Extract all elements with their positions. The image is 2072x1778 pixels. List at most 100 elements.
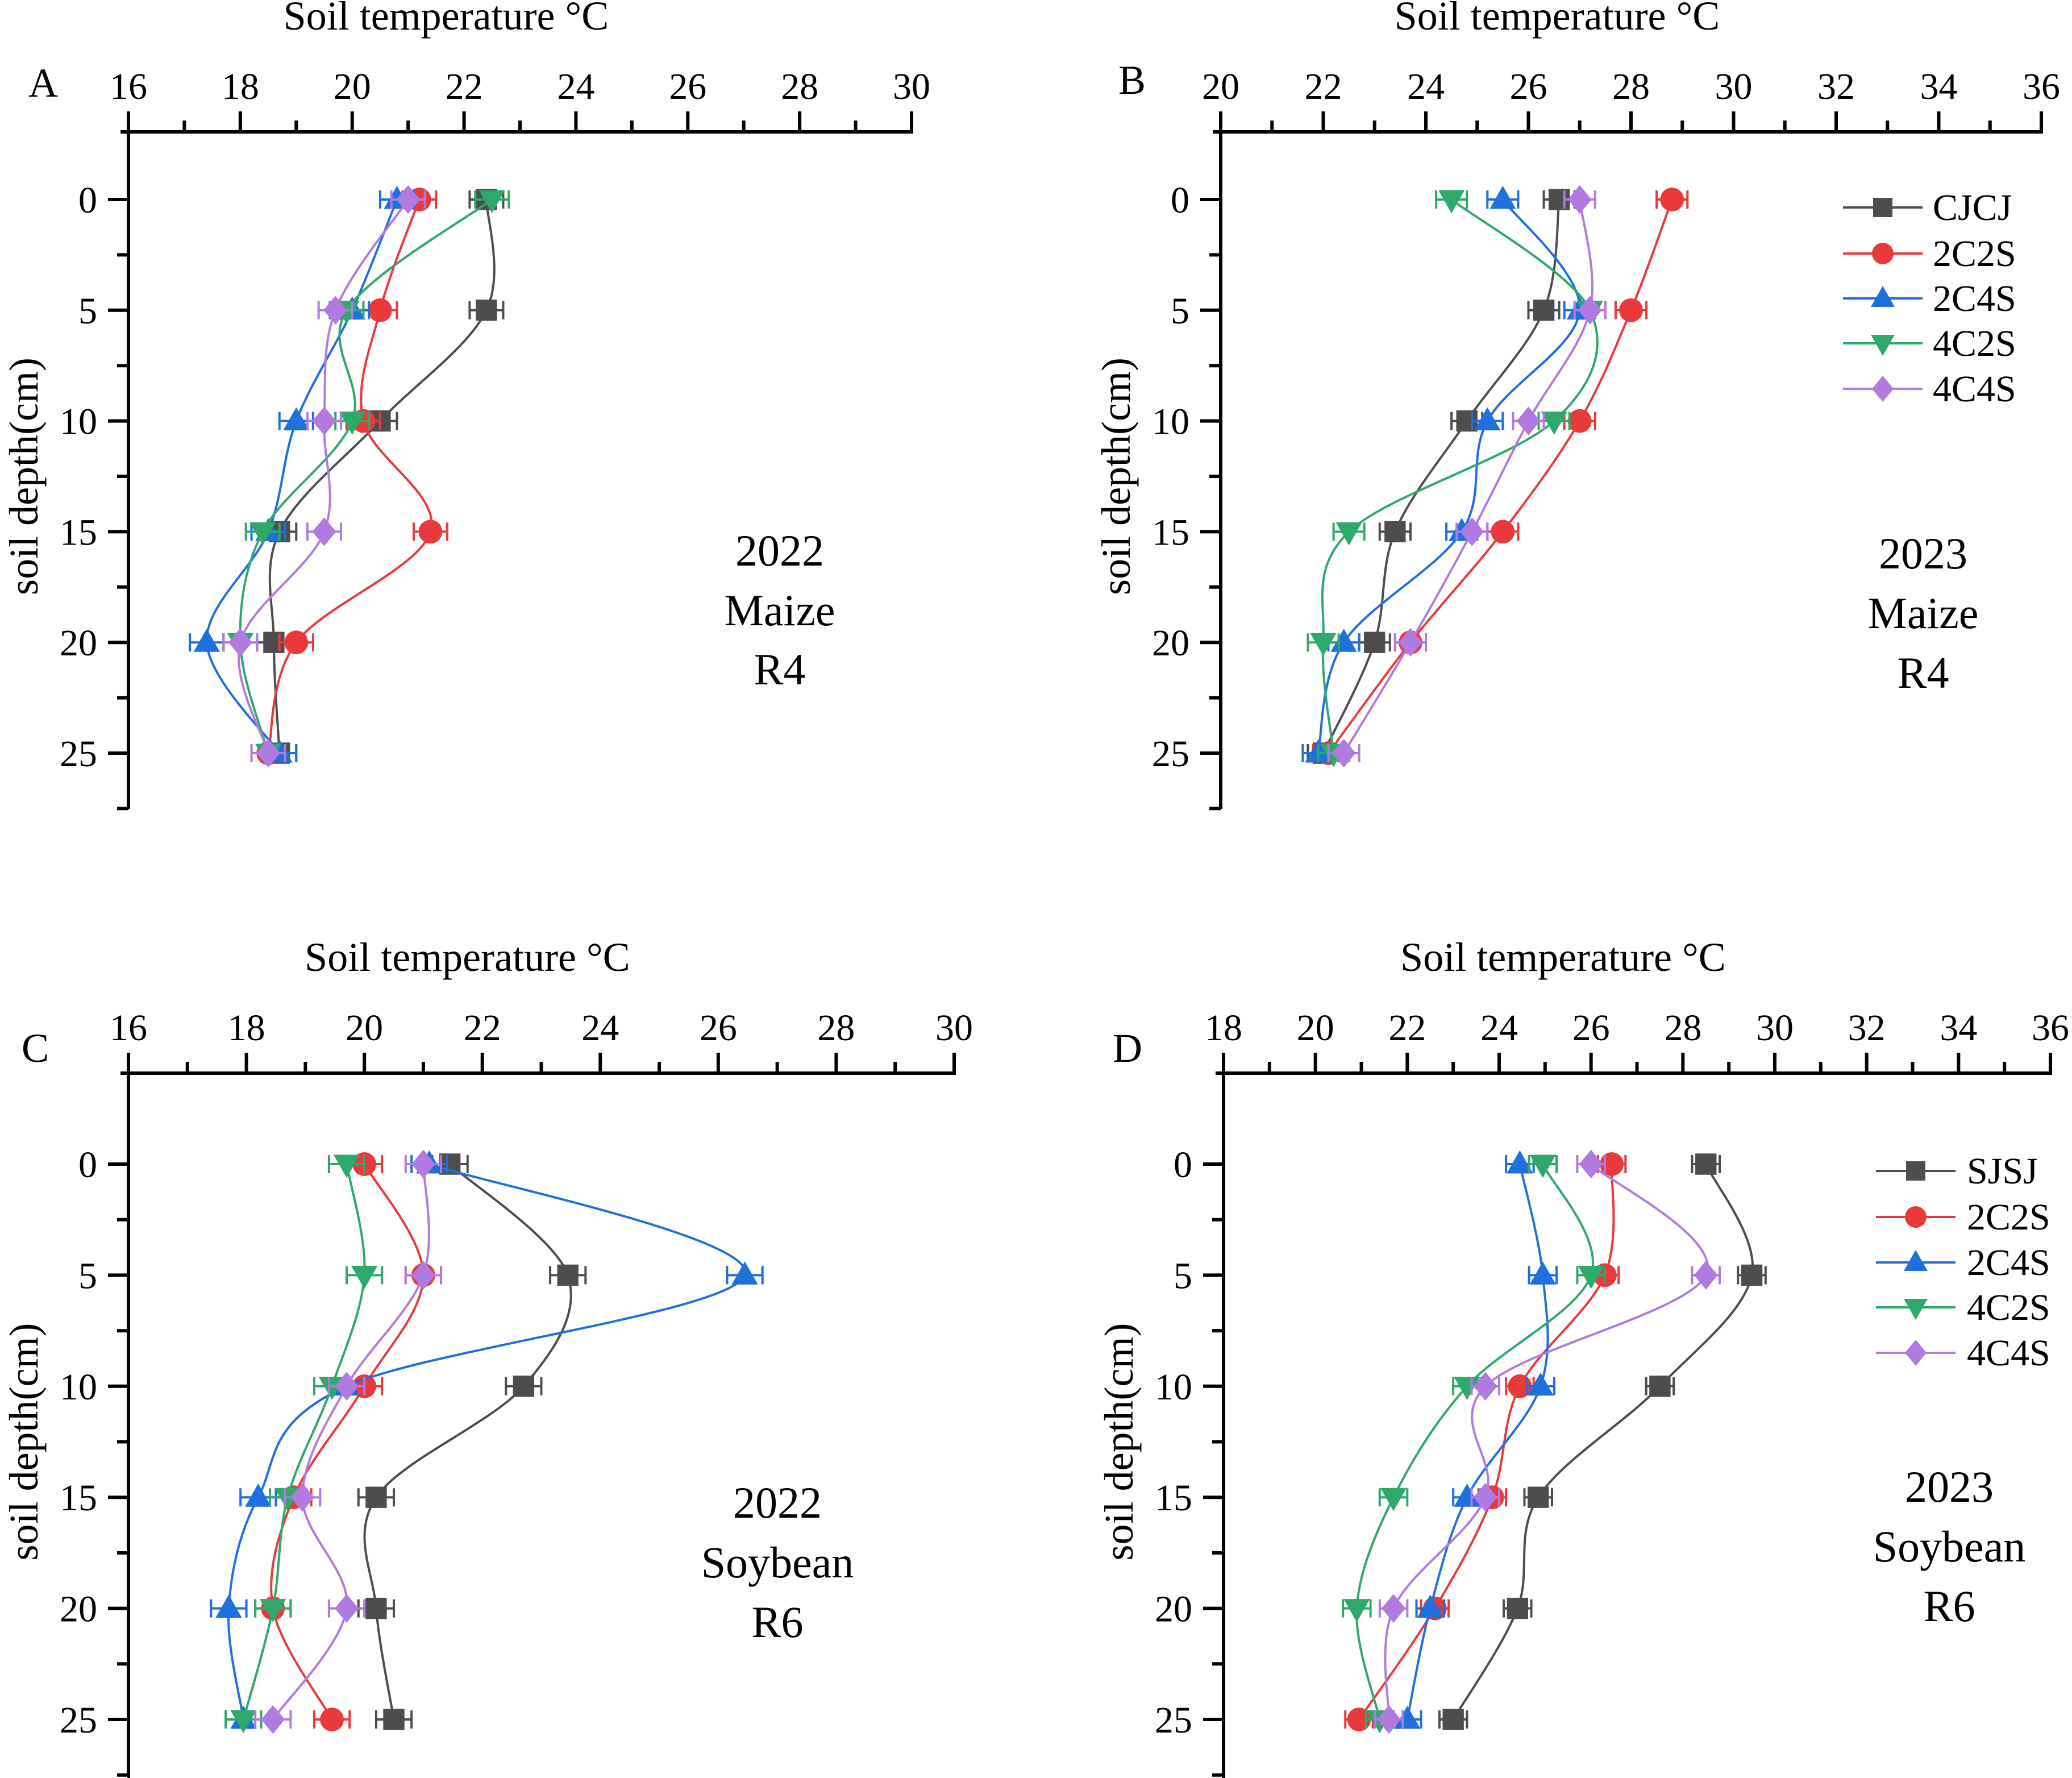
- x-tick-label: 30: [893, 66, 930, 107]
- data-point: [418, 520, 443, 544]
- panel-annotation: Soybean: [701, 1538, 854, 1587]
- data-point: [1695, 1153, 1717, 1175]
- data-point: [1491, 520, 1515, 544]
- data-point: [365, 1486, 387, 1508]
- data-point: [245, 1484, 272, 1507]
- x-tick-label: 18: [1205, 1007, 1242, 1049]
- x-tick-label: 28: [1612, 66, 1650, 107]
- data-point: [256, 738, 280, 768]
- data-point: [1533, 300, 1555, 321]
- data-point: [261, 1705, 285, 1734]
- y-axis-title: soil depth(cm): [1096, 1323, 1142, 1561]
- data-point: [1417, 1594, 1443, 1618]
- y-axis-title: soil depth(cm): [1, 1323, 47, 1561]
- y-tick-label: 15: [60, 1477, 97, 1519]
- data-point: [1384, 521, 1406, 543]
- data-point: [1310, 633, 1337, 657]
- legend-marker: [1904, 1250, 1928, 1271]
- y-tick-label: 5: [1174, 1255, 1192, 1297]
- x-axis-title: Soil temperature °C: [1395, 0, 1720, 39]
- data-point: [476, 300, 497, 321]
- data-point: [1377, 1705, 1401, 1734]
- data-point: [1579, 1149, 1603, 1179]
- series-line: [1342, 199, 1593, 754]
- data-point: [1619, 298, 1643, 322]
- series-line: [227, 1163, 747, 1720]
- y-tick-label: 10: [60, 401, 97, 443]
- x-tick-label: 36: [2032, 1007, 2069, 1049]
- legend-label: 4C2S: [1933, 323, 2016, 364]
- data-point: [1473, 1372, 1497, 1401]
- x-axis-title: Soil temperature °C: [305, 934, 630, 980]
- data-point: [1694, 1261, 1718, 1290]
- legend-marker: [1871, 286, 1895, 307]
- x-tick-label: 20: [1202, 66, 1239, 107]
- legend-label: 2C2S: [1933, 233, 2016, 275]
- series-4c4s: [1327, 185, 1607, 768]
- data-point: [1380, 1488, 1407, 1511]
- data-point: [1578, 296, 1602, 325]
- legend-label: 4C4S: [1967, 1332, 2050, 1374]
- y-tick-label: 5: [1171, 290, 1189, 332]
- x-tick-label: 22: [1388, 1007, 1426, 1049]
- data-point: [1364, 632, 1386, 653]
- series-2c4s: [1301, 185, 1596, 763]
- data-point: [1507, 1597, 1529, 1619]
- series-4c2s: [1342, 1154, 1606, 1734]
- x-tick-label: 30: [935, 1007, 973, 1049]
- data-point: [1474, 407, 1501, 431]
- panel-letter: A: [28, 60, 58, 106]
- series-line: [268, 199, 496, 754]
- panel-annotation: R4: [754, 645, 805, 694]
- x-tick-label: 26: [1572, 1007, 1610, 1049]
- panel-annotation: 2023: [1879, 529, 1967, 578]
- x-tick-label: 20: [346, 1007, 383, 1049]
- x-tick-label: 20: [334, 66, 371, 107]
- data-point: [1460, 517, 1484, 546]
- series-2c4s: [210, 1150, 764, 1729]
- y-tick-label: 5: [78, 290, 97, 332]
- data-point: [1332, 738, 1356, 768]
- y-tick-label: 10: [1152, 401, 1189, 443]
- panel-annotation: R6: [751, 1597, 803, 1647]
- x-tick-label: 20: [1297, 1007, 1334, 1049]
- x-tick-label: 34: [1920, 66, 1958, 107]
- series-line: [363, 1163, 572, 1720]
- data-point: [228, 628, 252, 657]
- series-line: [1452, 1164, 1754, 1721]
- data-point: [335, 1594, 359, 1623]
- data-point: [1399, 628, 1422, 657]
- data-point: [1529, 1154, 1556, 1178]
- y-tick-label: 0: [78, 1144, 97, 1186]
- legend-label: 4C2S: [1967, 1287, 2050, 1328]
- y-tick-label: 20: [1152, 622, 1189, 664]
- series-2c2s: [1344, 1152, 1627, 1731]
- data-point: [383, 1709, 405, 1730]
- legend-label: 2C4S: [1967, 1242, 2050, 1283]
- data-point: [1527, 1372, 1554, 1396]
- data-point: [290, 1482, 315, 1512]
- panel-annotation: 2022: [735, 526, 824, 575]
- x-tick-label: 28: [1664, 1007, 1701, 1049]
- data-point: [1330, 629, 1357, 652]
- series-sjsj: [1438, 1153, 1767, 1730]
- series-4c4s: [1374, 1149, 1721, 1734]
- x-tick-label: 24: [557, 66, 594, 107]
- legend-marker: [1873, 198, 1892, 217]
- panel-annotation: R6: [1923, 1581, 1975, 1631]
- data-point: [513, 1376, 535, 1397]
- series-2c4s: [189, 185, 415, 763]
- data-point: [1567, 409, 1592, 433]
- legend-label: 4C4S: [1933, 368, 2016, 410]
- x-tick-label: 16: [110, 1007, 147, 1049]
- x-axis-title: Soil temperature °C: [1400, 934, 1726, 980]
- y-tick-label: 0: [78, 180, 97, 221]
- data-point: [1741, 1264, 1763, 1286]
- series-line: [239, 198, 493, 754]
- y-tick-label: 0: [1171, 180, 1189, 221]
- legend-label: 2C2S: [1967, 1197, 2050, 1238]
